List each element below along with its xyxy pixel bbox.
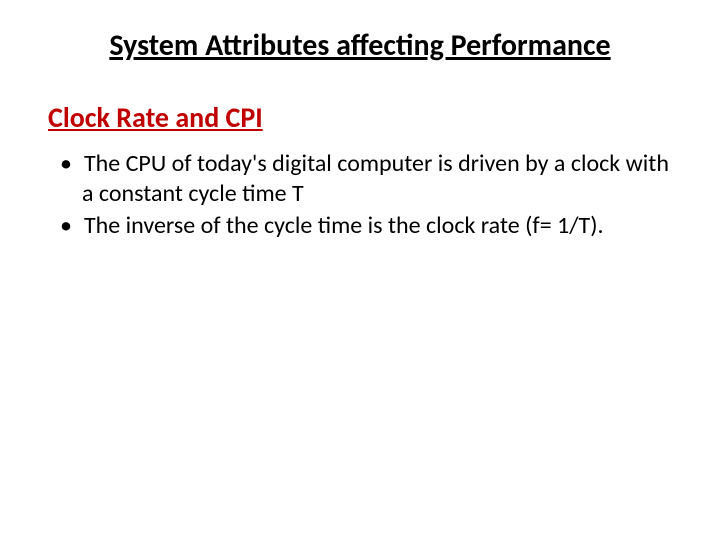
bullet-item: The inverse of the cycle time is the clo… bbox=[48, 211, 672, 241]
bullet-item: The CPU of today's digital computer is d… bbox=[48, 149, 672, 209]
bullet-list: The CPU of today's digital computer is d… bbox=[48, 149, 672, 241]
slide-section-title: Clock Rate and CPI bbox=[48, 100, 672, 135]
slide-main-title: System Attributes affecting Performance bbox=[48, 28, 672, 64]
